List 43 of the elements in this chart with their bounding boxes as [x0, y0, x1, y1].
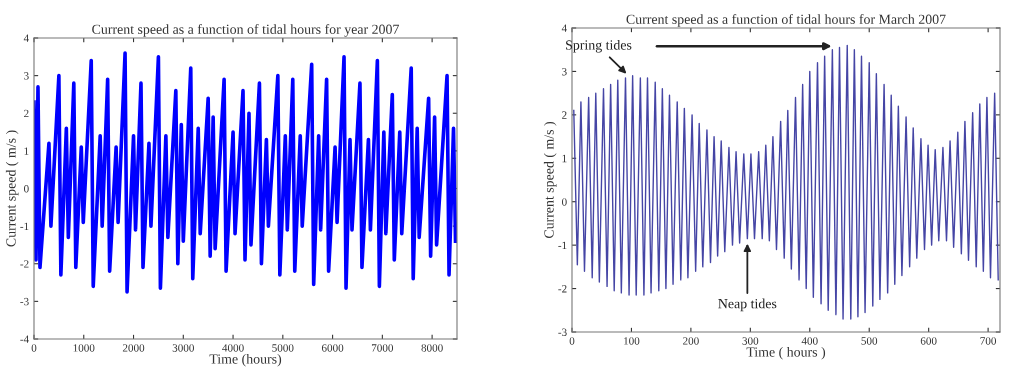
x-tick-label: 8000: [421, 344, 443, 352]
line-series: [34, 51, 457, 294]
x-tick-label: 4000: [222, 344, 244, 352]
y-tick-label: -1: [558, 241, 567, 249]
y-axis-title: Current speed ( m/s ): [543, 121, 557, 239]
y-tick-label: -1: [20, 222, 29, 230]
y-tick-label: 3: [24, 72, 29, 80]
y-tick-label: 3: [562, 67, 567, 76]
y-tick-label: 4: [23, 34, 29, 42]
x-tick-label: 600: [920, 337, 937, 345]
x-axis-title: Time ( hours ): [746, 346, 826, 360]
x-tick-label: 6000: [321, 344, 344, 352]
x-tick-label: 100: [624, 337, 640, 345]
y-tick-label: -3: [558, 328, 567, 336]
x-tick-label: 700: [980, 337, 997, 345]
y-tick-label: 1: [24, 147, 29, 155]
x-tick-label: 200: [683, 337, 699, 345]
x-tick-label: 0: [31, 344, 37, 352]
x-tick-label: 7000: [371, 344, 394, 352]
y-tick-label: 1: [562, 154, 567, 163]
x-axis-title: Time (hours): [209, 353, 282, 367]
y-tick-label: -2: [20, 260, 29, 268]
x-tick-label: 0: [569, 337, 575, 345]
x-tick-label: 2000: [122, 344, 145, 352]
y-tick-label: 0: [562, 198, 567, 206]
x-tick-label: 1000: [73, 344, 95, 352]
y-tick-label: -3: [20, 297, 29, 306]
x-tick-label: 3000: [172, 344, 194, 352]
y-tick-label: -2: [558, 285, 567, 293]
x-tick-label: 300: [742, 337, 759, 345]
annotation: Spring tides: [566, 39, 632, 53]
y-tick-label: 2: [24, 109, 29, 118]
x-tick-label: 500: [861, 337, 878, 345]
x-tick-label: 400: [801, 337, 818, 345]
chart-title: Current speed as a function of tidal hours for March 2007: [626, 14, 946, 27]
y-tick-label: -4: [20, 335, 29, 343]
y-tick-label: 2: [562, 111, 567, 119]
x-tick-label: 5000: [272, 344, 294, 352]
y-tick-label: 0: [24, 184, 29, 193]
chart-title: Current speed as a function of tidal hours for year 2007: [92, 24, 399, 37]
y-tick-label: 4: [561, 24, 567, 32]
y-axis-title: Current speed ( m/s ): [5, 130, 19, 247]
annotation: Neap tides: [718, 298, 777, 312]
